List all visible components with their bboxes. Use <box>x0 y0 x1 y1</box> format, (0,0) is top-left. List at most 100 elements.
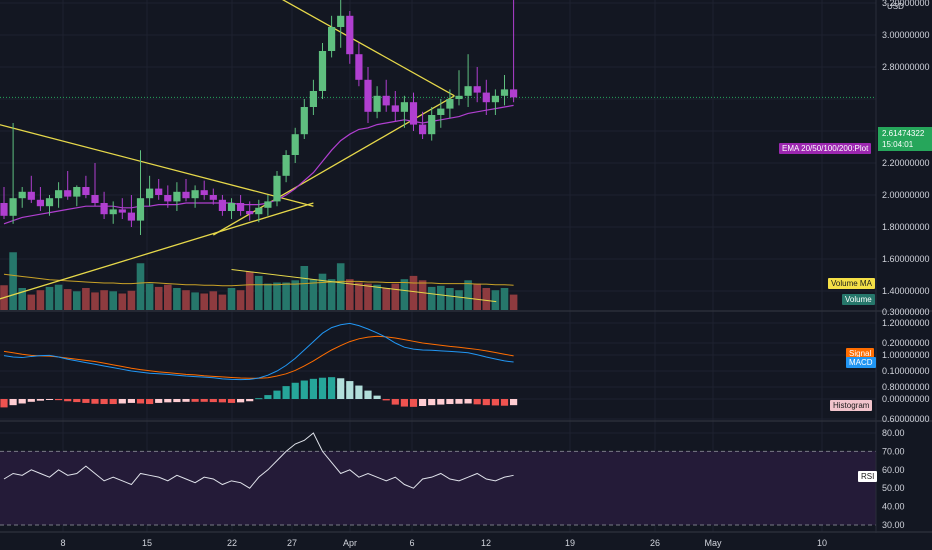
macd-pane <box>0 322 518 408</box>
volume-bar <box>154 286 163 310</box>
candles <box>0 0 518 235</box>
volume-bar <box>118 293 127 310</box>
histogram-bar <box>227 399 236 403</box>
volume-bar <box>300 266 309 310</box>
volume-legend[interactable]: Volume <box>842 294 875 305</box>
volume-bar <box>9 252 17 310</box>
volume-bar <box>464 280 472 310</box>
macd-legend[interactable]: MACD <box>846 357 876 368</box>
volume-ma-legend[interactable]: Volume MA <box>828 278 875 289</box>
histogram-bar <box>191 399 199 402</box>
histogram-bar <box>127 399 135 403</box>
candle-body <box>346 15 354 55</box>
histogram-bar <box>328 377 336 399</box>
volume-bars <box>0 252 518 310</box>
histogram-bar <box>218 399 226 403</box>
ema-legend[interactable]: EMA 20/50/100/200:Plot <box>779 143 872 154</box>
histogram-bar <box>73 399 81 403</box>
histogram-bar <box>182 399 190 402</box>
volume-bar <box>54 284 63 310</box>
histogram-bar <box>373 395 381 399</box>
histogram-bar <box>82 399 90 403</box>
volume-bar <box>255 275 263 310</box>
histogram-bar <box>464 399 472 404</box>
volume-bar <box>27 294 36 310</box>
candle-body <box>510 89 518 98</box>
candle-body <box>264 201 272 208</box>
histogram-bar <box>109 399 117 405</box>
histogram-bar <box>64 399 72 402</box>
volume-bar <box>418 280 427 310</box>
candle-body <box>300 107 308 135</box>
time-tick-label: Apr <box>343 538 357 548</box>
volume-bar <box>364 283 372 310</box>
volume-bar <box>218 294 227 310</box>
time-tick-label: May <box>704 538 722 548</box>
histogram-bar <box>146 399 154 405</box>
candle-body <box>282 155 290 176</box>
signal-legend[interactable]: Signal <box>846 348 875 359</box>
volume-bar <box>309 279 318 310</box>
volume-bar <box>346 279 354 310</box>
rsi-tick-label: 30.00 <box>882 520 905 530</box>
volume-bar <box>109 291 117 310</box>
candle-body <box>400 102 408 112</box>
histogram-bar <box>428 399 436 406</box>
rsi-tick-label: 70.00 <box>882 446 905 456</box>
candle-body <box>18 191 26 199</box>
histogram-bar <box>482 399 490 406</box>
volume-bar <box>164 284 172 310</box>
histogram-legend[interactable]: Histogram <box>830 400 873 411</box>
candle-body <box>227 203 236 211</box>
candle-body <box>328 27 336 51</box>
last-price-badge[interactable]: 2.61474322 15:04:01 <box>878 127 932 151</box>
histogram-bar <box>36 399 44 401</box>
rsi-tick-label: 40.00 <box>882 502 905 512</box>
volume-bar <box>491 290 500 310</box>
volume-bar <box>182 290 190 310</box>
volume-ma-line <box>3 273 514 287</box>
histogram-bar <box>164 399 172 403</box>
candle-body <box>419 124 427 135</box>
price-tick-label: 2.80000000 <box>882 62 930 72</box>
price-unit-label: USD <box>887 2 904 11</box>
price-tick-label: 2.20000000 <box>882 158 930 168</box>
time-axis[interactable]: 8 15 22 27 Apr 6 12 19 26 May 10 <box>0 533 932 550</box>
candle-body <box>455 95 463 99</box>
candle-body <box>500 89 509 96</box>
histogram-bar <box>510 399 518 406</box>
histogram-bar <box>300 380 308 399</box>
candle-body <box>446 99 454 109</box>
rsi-legend[interactable]: RSI <box>858 471 878 482</box>
histogram-bar <box>364 390 372 399</box>
time-tick-label: 26 <box>650 538 660 548</box>
time-tick-label: 27 <box>287 538 297 548</box>
volume-bar <box>327 279 336 310</box>
candle-body <box>437 108 445 115</box>
candle-body <box>491 95 499 103</box>
candle-body <box>373 95 381 112</box>
histogram-bar <box>0 399 8 408</box>
candle-body <box>45 198 54 207</box>
histogram-bar <box>55 399 63 401</box>
candle-body <box>337 15 345 27</box>
histogram-bar <box>355 385 363 399</box>
volume-bar <box>63 289 72 310</box>
histogram-bar <box>309 378 317 399</box>
candle-body <box>109 209 117 215</box>
volume-bar <box>273 282 281 310</box>
price-tick-label: 3.00000000 <box>882 30 930 40</box>
volume-bar <box>18 288 26 310</box>
volume-bar <box>336 263 345 310</box>
inner-triangle-upper <box>281 0 455 97</box>
price-tick-label: 1.00000000 <box>882 350 930 360</box>
macd-tick-label: 0.10000000 <box>882 366 930 376</box>
candle-body <box>0 203 8 216</box>
candle-body <box>91 195 99 203</box>
candle-body <box>291 134 299 155</box>
time-tick-label: 10 <box>817 538 827 548</box>
candle-body <box>127 212 135 221</box>
candle-body <box>118 209 126 213</box>
